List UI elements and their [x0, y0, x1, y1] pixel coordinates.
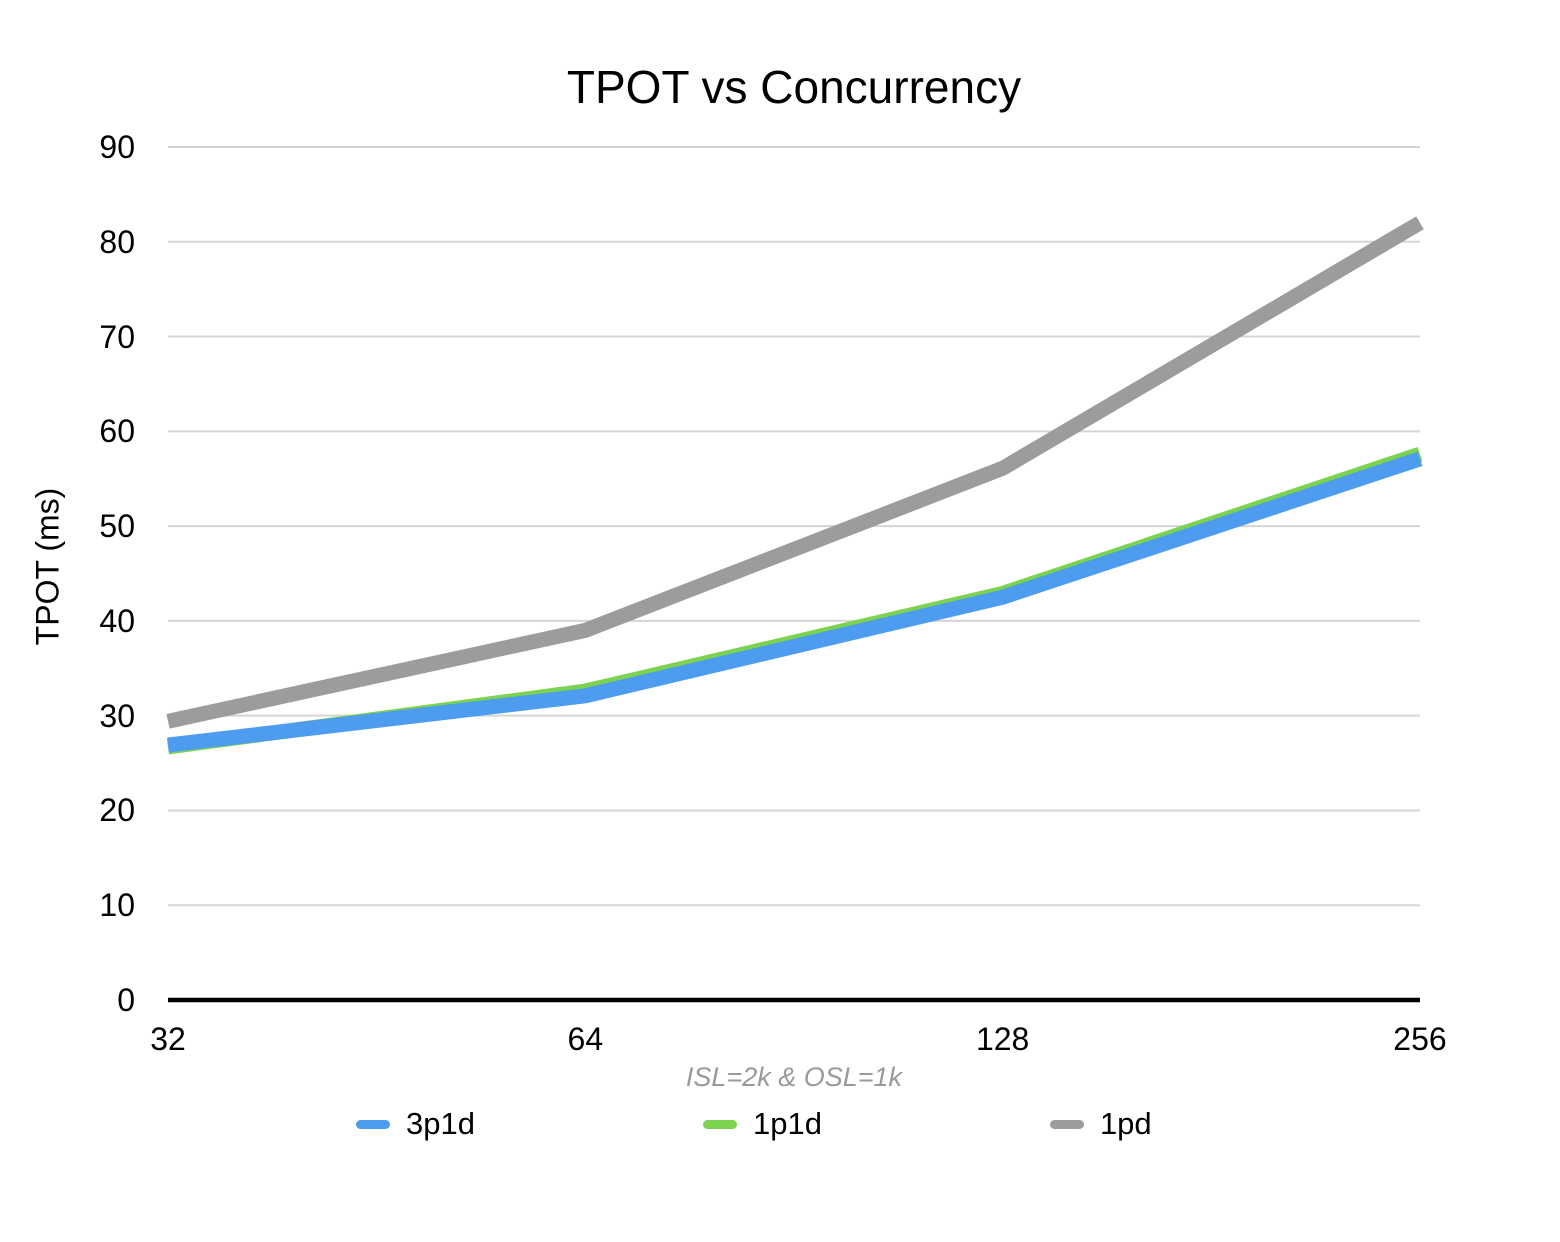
legend-label: 3p1d [406, 1106, 475, 1141]
legend-swatch-icon [1049, 1119, 1084, 1129]
chart-title: TPOT vs Concurrency [566, 61, 1022, 113]
legend-swatch-icon [356, 1119, 390, 1129]
legend: 3p1d 1p1d 1pd [356, 1104, 1152, 1144]
x-tick-label-64: 64 [567, 1021, 604, 1057]
legend-item-1p1d: 1p1d [702, 1104, 822, 1144]
legend-item-3p1d: 3p1d [356, 1104, 475, 1144]
legend-label: 1pd [1099, 1106, 1152, 1141]
legend-item-1pd: 1pd [1049, 1104, 1152, 1144]
y-tick-label-20: 20 [99, 792, 135, 829]
legend-label: 1p1d [752, 1106, 822, 1141]
y-tick-label-0: 0 [117, 982, 135, 1018]
y-tick-label-90: 90 [99, 129, 135, 165]
y-tick-label-30: 30 [99, 697, 135, 734]
series-line-3p1d [167, 451, 1423, 753]
series-lines [166, 216, 1424, 755]
series-line-1p1d [167, 446, 1423, 755]
series-line-1pd [166, 216, 1424, 729]
x-tick-label-32: 32 [150, 1021, 186, 1057]
y-tick-label-70: 70 [99, 318, 135, 355]
x-tick-label-128: 128 [975, 1021, 1030, 1057]
y-tick-label-40: 40 [99, 602, 135, 639]
y-tick-label-60: 60 [99, 413, 135, 450]
y-tick-label-10: 10 [99, 887, 135, 924]
x-tick-label-256: 256 [1393, 1021, 1447, 1057]
y-tick-label-80: 80 [99, 223, 135, 260]
y-tick-label-50: 50 [99, 508, 135, 545]
legend-swatch-icon [702, 1119, 737, 1129]
x-axis-subtitle: ISL=2k & OSL=1k [685, 1062, 903, 1092]
